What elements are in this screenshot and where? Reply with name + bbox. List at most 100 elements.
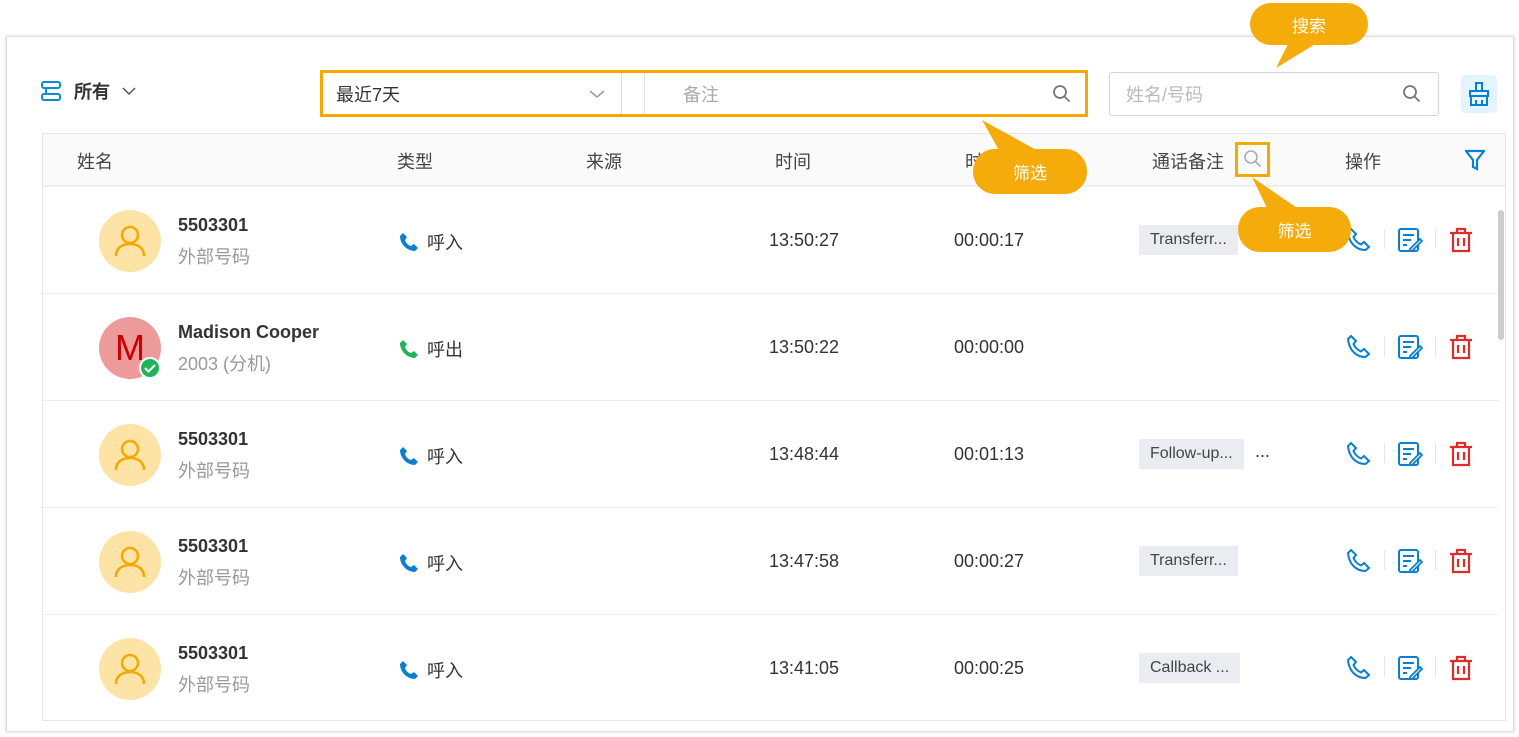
phone-icon — [400, 554, 418, 572]
divider — [1384, 229, 1385, 249]
avatar — [99, 531, 161, 593]
call-type-label: 呼出 — [427, 340, 463, 360]
delete-icon[interactable] — [1448, 227, 1474, 253]
scrollbar[interactable] — [1498, 210, 1504, 340]
chevron-down-icon — [122, 87, 136, 96]
filter-combo: 最近7天 备注 — [320, 70, 1088, 117]
search-callout: 搜索 — [1250, 3, 1368, 45]
call-time: 13:47:58 — [769, 551, 840, 571]
call-type: 呼入 — [399, 550, 463, 576]
search-placeholder: 姓名/号码 — [1126, 85, 1204, 105]
online-check-icon — [139, 357, 161, 379]
divider — [1435, 336, 1436, 356]
note-tag[interactable]: Transferr... — [1139, 546, 1238, 576]
table-row[interactable]: 5503301 外部号码 呼入 13:48:44 00:01:13 Follow… — [43, 401, 1499, 508]
phone-icon — [400, 233, 418, 251]
call-type: 呼出 — [399, 336, 463, 362]
call-icon[interactable] — [1346, 548, 1372, 574]
filter-icon[interactable] — [1465, 149, 1485, 171]
table-row[interactable]: 5503301 外部号码 呼入 13:50:27 00:00:17 Transf… — [43, 187, 1499, 294]
edit-note-icon[interactable] — [1397, 227, 1423, 253]
divider — [1435, 657, 1436, 677]
table-row[interactable]: M Madison Cooper 2003 (分机) 呼出 13:50:22 0… — [43, 294, 1499, 401]
call-type: 呼入 — [399, 657, 463, 683]
note-filter-input[interactable]: 备注 — [644, 70, 1088, 117]
note-tag[interactable]: Callback ... — [1139, 653, 1241, 683]
contact-number: 外部号码 — [178, 568, 250, 588]
note-tag[interactable]: Follow-up... — [1139, 439, 1244, 469]
divider — [1435, 229, 1436, 249]
divider — [1435, 443, 1436, 463]
delete-icon[interactable] — [1448, 441, 1474, 467]
avatar — [99, 210, 161, 272]
highlight-box — [1235, 142, 1270, 177]
delete-icon[interactable] — [1448, 334, 1474, 360]
edit-note-icon[interactable] — [1397, 548, 1423, 574]
search-icon[interactable] — [1243, 149, 1263, 169]
user-icon — [114, 225, 146, 257]
broom-icon — [1469, 82, 1489, 106]
call-duration: 00:00:17 — [954, 230, 1025, 250]
header-type[interactable]: 类型 — [397, 152, 433, 172]
more-notes[interactable]: ... — [1255, 441, 1271, 461]
call-icon[interactable] — [1346, 441, 1372, 467]
scope-dropdown[interactable]: 所有 — [40, 78, 136, 104]
note-placeholder: 备注 — [683, 84, 719, 105]
call-time: 13:48:44 — [769, 444, 840, 464]
search-icon[interactable] — [1052, 84, 1072, 104]
call-icon[interactable] — [1346, 334, 1372, 360]
search-icon[interactable] — [1402, 84, 1422, 104]
contact-name: 5503301 — [178, 643, 249, 663]
user-icon — [114, 546, 146, 578]
contact-number: 外部号码 — [178, 247, 250, 267]
header-time[interactable]: 时间 — [775, 152, 811, 172]
delete-icon[interactable] — [1448, 548, 1474, 574]
divider — [1384, 443, 1385, 463]
chevron-down-icon — [589, 89, 605, 98]
filter-callout: 筛选 — [1238, 207, 1351, 252]
delete-icon[interactable] — [1448, 655, 1474, 681]
clear-filter-button[interactable] — [1461, 75, 1497, 113]
table-row[interactable]: 5503301 外部号码 呼入 13:47:58 00:00:27 Transf… — [43, 508, 1499, 615]
note-tag[interactable]: Transferr... — [1139, 225, 1238, 255]
name-number-search-input[interactable]: 姓名/号码 — [1109, 72, 1439, 116]
call-time: 13:50:27 — [769, 230, 840, 250]
contact-name: 5503301 — [178, 215, 249, 235]
divider — [1435, 550, 1436, 570]
date-range-value: 最近7天 — [336, 84, 401, 105]
phone-icon — [400, 661, 418, 679]
call-type-label: 呼入 — [427, 233, 463, 253]
edit-note-icon[interactable] — [1397, 334, 1423, 360]
call-type: 呼入 — [399, 443, 463, 469]
call-type-label: 呼入 — [427, 447, 463, 467]
user-icon — [114, 653, 146, 685]
contact-number: 外部号码 — [178, 461, 250, 481]
avatar — [99, 424, 161, 486]
header-notes[interactable]: 通话备注 — [1152, 152, 1224, 172]
edit-note-icon[interactable] — [1397, 655, 1423, 681]
filter-callout: 筛选 — [973, 149, 1087, 194]
divider — [1384, 550, 1385, 570]
contact-name: 5503301 — [178, 429, 249, 449]
call-icon[interactable] — [1346, 227, 1372, 253]
call-icon[interactable] — [1346, 655, 1372, 681]
phone-icon — [400, 447, 418, 465]
call-type-label: 呼入 — [427, 661, 463, 681]
avatar — [99, 638, 161, 700]
header-source[interactable]: 来源 — [586, 152, 622, 172]
edit-note-icon[interactable] — [1397, 441, 1423, 467]
call-log-table: 姓名 类型 来源 时间 时长 通话备注 操作 5503301 外部号码 呼入 1… — [42, 133, 1506, 721]
list-icon — [41, 81, 61, 101]
call-duration: 00:00:00 — [954, 337, 1025, 357]
phone-icon — [400, 340, 418, 358]
call-type: 呼入 — [399, 229, 463, 255]
header-name[interactable]: 姓名 — [77, 152, 113, 172]
call-time: 13:41:05 — [769, 658, 840, 678]
scope-label: 所有 — [74, 82, 110, 102]
table-row[interactable]: 5503301 外部号码 呼入 13:41:05 00:00:25 Callba… — [43, 615, 1499, 720]
divider — [1384, 657, 1385, 677]
divider — [1384, 336, 1385, 356]
date-range-select[interactable]: 最近7天 — [320, 70, 622, 117]
call-duration: 00:00:25 — [954, 658, 1025, 678]
contact-name: 5503301 — [178, 536, 249, 556]
